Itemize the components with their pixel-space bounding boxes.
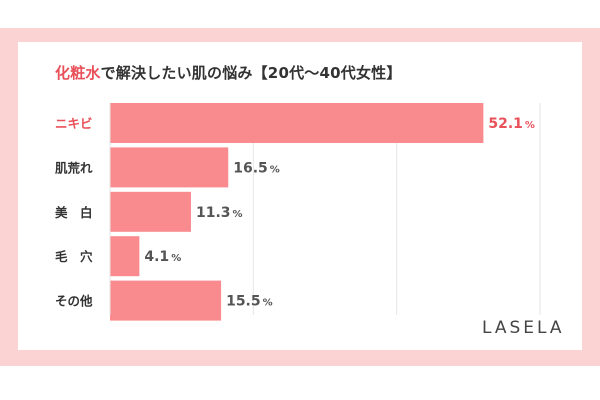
value-label: 11.3% (196, 205, 243, 221)
bar (110, 236, 140, 277)
category-label: 毛 穴 (55, 249, 93, 264)
value-label: 4.1% (144, 249, 181, 265)
chart-title-rest: で解決したい肌の悩み【20代～40代女性】 (100, 64, 402, 82)
value-label: 15.5% (226, 294, 273, 310)
chart-title-highlight: 化粧水 (55, 64, 101, 82)
chart-title: 化粧水で解決したい肌の悩み【20代～40代女性】 (55, 62, 402, 83)
bar (110, 280, 222, 321)
value-label: 52.1% (488, 116, 535, 132)
bar (110, 103, 484, 143)
category-label: その他 (55, 294, 93, 309)
category-label: 肌荒れ (54, 160, 93, 175)
bar (110, 147, 229, 188)
category-label: ニキビ (55, 116, 93, 131)
brand-logo: LASELA (482, 318, 565, 338)
bar (110, 191, 191, 232)
value-label: 16.5% (233, 160, 280, 176)
category-label: 美 白 (55, 205, 93, 220)
